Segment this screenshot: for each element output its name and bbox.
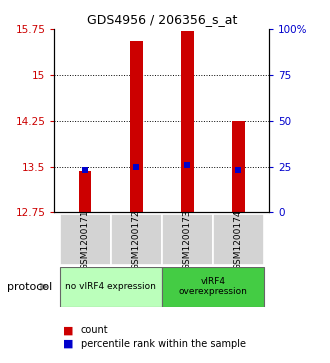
Bar <box>79 171 91 212</box>
Bar <box>213 214 264 265</box>
Text: count: count <box>81 325 109 335</box>
Bar <box>59 267 162 307</box>
Text: GSM1200173: GSM1200173 <box>183 209 192 270</box>
Text: percentile rank within the sample: percentile rank within the sample <box>81 339 246 349</box>
Text: GSM1200174: GSM1200174 <box>234 209 243 270</box>
Text: ■: ■ <box>63 339 73 349</box>
Text: GSM1200172: GSM1200172 <box>132 209 141 270</box>
Bar <box>162 267 264 307</box>
Bar <box>59 214 111 265</box>
Bar <box>232 121 245 212</box>
Bar <box>130 41 143 212</box>
Text: no vIRF4 expression: no vIRF4 expression <box>65 282 156 291</box>
Text: vIRF4
overexpression: vIRF4 overexpression <box>178 277 247 297</box>
Text: protocol: protocol <box>7 282 52 292</box>
Bar <box>181 31 194 212</box>
Title: GDS4956 / 206356_s_at: GDS4956 / 206356_s_at <box>86 13 237 26</box>
Text: GSM1200171: GSM1200171 <box>81 209 89 270</box>
Bar <box>162 214 213 265</box>
Bar <box>111 214 162 265</box>
Text: ■: ■ <box>63 325 73 335</box>
